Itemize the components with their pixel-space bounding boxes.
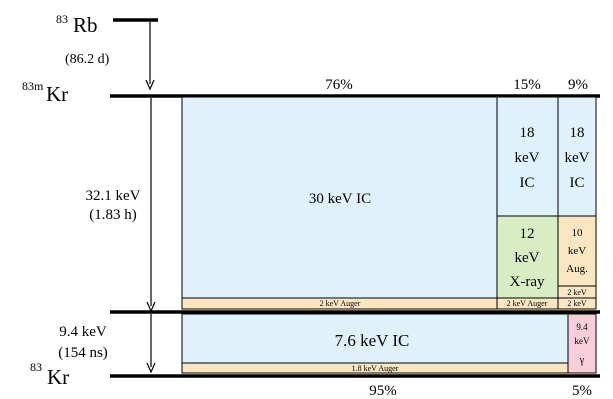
krm-symbol: Kr xyxy=(46,82,68,106)
auger2-small-top-label: 2 keV xyxy=(567,288,587,297)
kr-mass: 83 xyxy=(30,360,42,374)
aug10-line3: Aug. xyxy=(566,263,588,275)
ic76-label: 7.6 keV IC xyxy=(335,331,410,350)
rb-halflife: (86.2 d) xyxy=(65,52,110,67)
gamma-line2: keV xyxy=(575,336,590,346)
branch-15: 15% xyxy=(513,77,541,93)
xray12-line2: keV xyxy=(515,250,540,266)
ic18a-line2: keV xyxy=(515,150,540,166)
ic18b-line1: 18 xyxy=(570,125,585,141)
transition2-halflife: (154 ns) xyxy=(58,345,108,361)
rb-mass: 83 xyxy=(56,12,68,26)
auger2-mid-label: 2 keV Auger xyxy=(507,299,548,308)
branch-95: 95% xyxy=(369,383,397,399)
auger2-small-bottom-box xyxy=(557,297,597,310)
transition1-halflife: (1.83 h) xyxy=(89,207,137,223)
kr-symbol: Kr xyxy=(47,365,69,389)
ic30-label: 30 keV IC xyxy=(309,191,371,207)
ic18a-line1: 18 xyxy=(520,125,535,141)
gamma-line3: γ xyxy=(579,355,585,366)
aug10-line1: 10 xyxy=(572,227,584,239)
ic30-box xyxy=(181,96,498,299)
ic76-box xyxy=(181,313,569,364)
ic18b-line2: keV xyxy=(565,150,590,166)
aug10-line2: keV xyxy=(568,245,586,257)
gamma-line1: 9.4 xyxy=(576,322,588,332)
transition2-energy: 9.4 keV xyxy=(59,324,107,340)
aug10-box xyxy=(557,215,597,287)
transition2-arrowhead xyxy=(146,362,156,374)
transition1-energy: 32.1 keV xyxy=(86,188,141,204)
rb-decay-arrowhead xyxy=(145,79,155,91)
krm-mass: 83m xyxy=(22,79,44,93)
branch-5: 5% xyxy=(572,383,592,399)
branch-9: 9% xyxy=(568,77,588,93)
auger2-wide-label: 2 keV Auger xyxy=(320,299,361,308)
ic18b-line3: IC xyxy=(570,175,585,191)
auger18-label: 1.8 keV Auger xyxy=(352,364,399,373)
gamma-box xyxy=(567,313,597,374)
xray12-line1: 12 xyxy=(520,226,535,242)
auger2-small-bottom-label: 2 keV xyxy=(567,299,587,308)
branch-76: 76% xyxy=(325,77,353,93)
ic18b-box xyxy=(557,96,597,217)
ic18a-line3: IC xyxy=(520,175,535,191)
xray12-line3: X-ray xyxy=(510,274,545,290)
rb-symbol: Rb xyxy=(73,13,98,37)
